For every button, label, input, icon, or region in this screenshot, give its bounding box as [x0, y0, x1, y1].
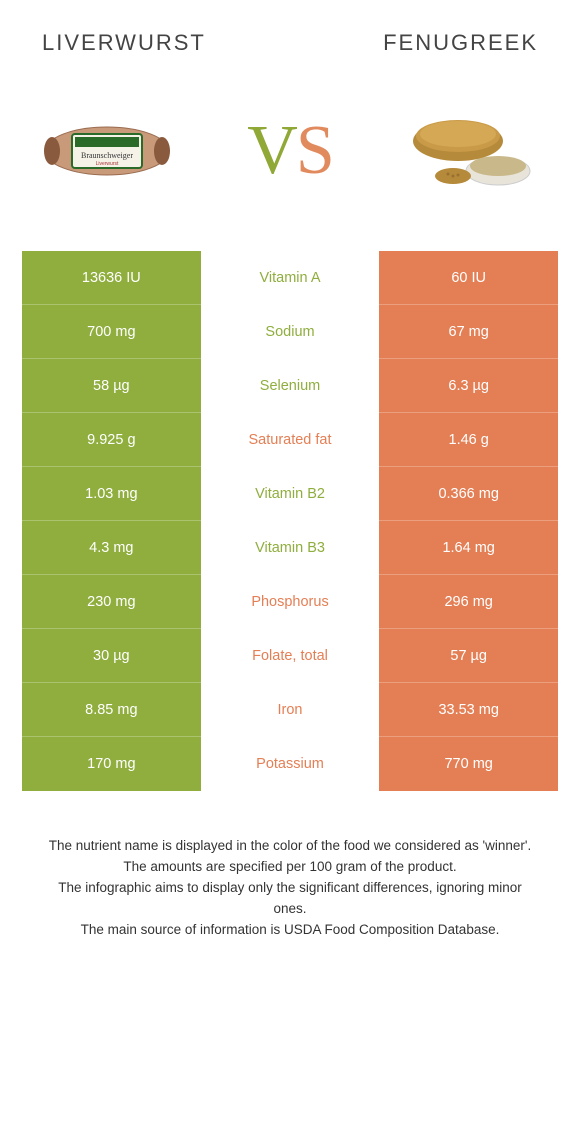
value-left: 8.85 mg: [22, 683, 201, 737]
nutrient-row: 58 µgSelenium6.3 µg: [22, 359, 558, 413]
nutrient-name: Vitamin B3: [201, 521, 380, 575]
value-right: 67 mg: [379, 305, 558, 359]
nutrient-row: 700 mgSodium67 mg: [22, 305, 558, 359]
vs-s: S: [296, 112, 333, 189]
value-right: 1.46 g: [379, 413, 558, 467]
footer-notes: The nutrient name is displayed in the co…: [22, 836, 558, 941]
nutrient-table: 13636 IUVitamin A60 IU700 mgSodium67 mg5…: [22, 251, 558, 791]
nutrient-row: 230 mgPhosphorus296 mg: [22, 575, 558, 629]
nutrient-row: 4.3 mgVitamin B31.64 mg: [22, 521, 558, 575]
nutrient-name: Iron: [201, 683, 380, 737]
footer-line: The main source of information is USDA F…: [40, 920, 540, 941]
liverwurst-image: Braunschweiger Liverwurst: [32, 96, 182, 206]
nutrient-name: Potassium: [201, 737, 380, 791]
nutrient-row: 9.925 gSaturated fat1.46 g: [22, 413, 558, 467]
value-right: 296 mg: [379, 575, 558, 629]
nutrient-name: Saturated fat: [201, 413, 380, 467]
title-right: Fenugreek: [383, 30, 538, 56]
vs-label: VS: [247, 111, 333, 191]
value-right: 60 IU: [379, 251, 558, 305]
footer-line: The infographic aims to display only the…: [40, 878, 540, 920]
nutrient-name: Sodium: [201, 305, 380, 359]
nutrient-name: Folate, total: [201, 629, 380, 683]
value-left: 58 µg: [22, 359, 201, 413]
infographic-container: Liverwurst Fenugreek Braunschweiger Live…: [0, 0, 580, 961]
value-left: 700 mg: [22, 305, 201, 359]
vs-row: Braunschweiger Liverwurst VS: [22, 86, 558, 216]
value-right: 0.366 mg: [379, 467, 558, 521]
value-right: 6.3 µg: [379, 359, 558, 413]
nutrient-row: 8.85 mgIron33.53 mg: [22, 683, 558, 737]
value-right: 57 µg: [379, 629, 558, 683]
title-left: Liverwurst: [42, 30, 206, 56]
nutrient-name: Vitamin B2: [201, 467, 380, 521]
value-right: 770 mg: [379, 737, 558, 791]
value-left: 1.03 mg: [22, 467, 201, 521]
nutrient-name: Selenium: [201, 359, 380, 413]
value-left: 230 mg: [22, 575, 201, 629]
svg-text:Braunschweiger: Braunschweiger: [81, 151, 133, 160]
nutrient-row: 1.03 mgVitamin B20.366 mg: [22, 467, 558, 521]
nutrient-name: Phosphorus: [201, 575, 380, 629]
value-left: 9.925 g: [22, 413, 201, 467]
nutrient-row: 30 µgFolate, total57 µg: [22, 629, 558, 683]
nutrient-row: 13636 IUVitamin A60 IU: [22, 251, 558, 305]
value-left: 30 µg: [22, 629, 201, 683]
footer-line: The nutrient name is displayed in the co…: [40, 836, 540, 857]
header: Liverwurst Fenugreek: [22, 30, 558, 56]
footer-line: The amounts are specified per 100 gram o…: [40, 857, 540, 878]
fenugreek-image: [398, 96, 548, 206]
value-right: 1.64 mg: [379, 521, 558, 575]
svg-text:Liverwurst: Liverwurst: [96, 161, 119, 167]
nutrient-name: Vitamin A: [201, 251, 380, 305]
value-left: 13636 IU: [22, 251, 201, 305]
nutrient-row: 170 mgPotassium770 mg: [22, 737, 558, 791]
value-left: 170 mg: [22, 737, 201, 791]
vs-v: V: [247, 112, 296, 189]
value-left: 4.3 mg: [22, 521, 201, 575]
value-right: 33.53 mg: [379, 683, 558, 737]
